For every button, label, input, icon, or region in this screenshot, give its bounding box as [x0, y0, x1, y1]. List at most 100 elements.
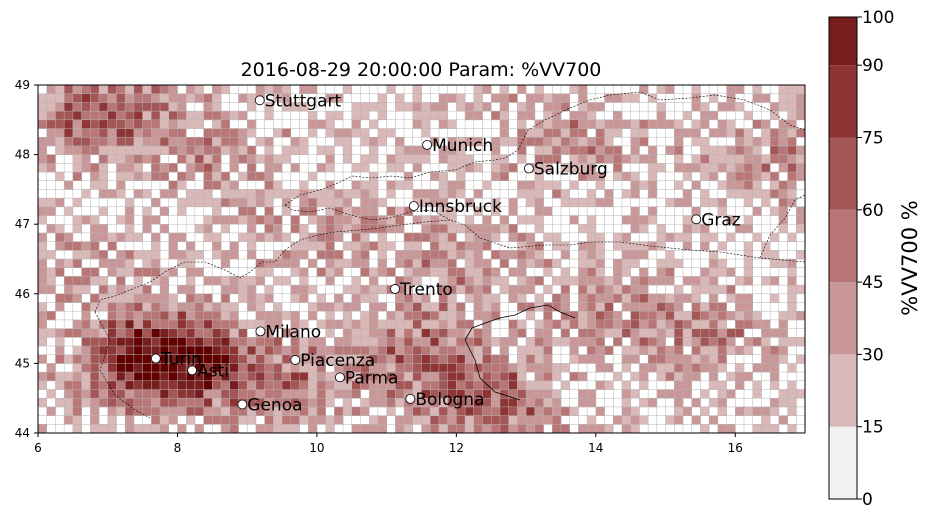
- grid-cell: [465, 389, 475, 399]
- grid-cell: [482, 311, 492, 321]
- grid-cell: [238, 93, 248, 103]
- grid-cell: [438, 93, 448, 103]
- grid-cell: [517, 267, 527, 277]
- grid-cell: [81, 189, 91, 199]
- grid-cell: [691, 137, 701, 147]
- grid-cell: [116, 267, 126, 277]
- grid-cell: [107, 102, 117, 112]
- grid-cell: [717, 206, 727, 216]
- grid-cell: [613, 172, 623, 181]
- grid-cell: [46, 389, 56, 399]
- grid-cell: [273, 415, 283, 425]
- grid-cell: [151, 363, 161, 373]
- grid-cell: [99, 154, 109, 164]
- grid-cell: [404, 389, 414, 399]
- grid-cell: [229, 354, 239, 364]
- grid-cell: [778, 354, 788, 364]
- grid-cell: [499, 102, 509, 112]
- grid-cell: [735, 311, 745, 321]
- grid-cell: [438, 285, 448, 295]
- grid-cell: [491, 311, 501, 321]
- grid-cell: [351, 241, 361, 251]
- country-borders: [94, 91, 805, 419]
- grid-cell: [264, 215, 274, 225]
- grid-cell: [778, 93, 788, 103]
- grid-cell: [587, 241, 597, 251]
- grid-cell: [404, 154, 414, 164]
- grid-cell: [491, 250, 501, 260]
- grid-cell: [491, 276, 501, 286]
- grid-cell: [107, 128, 117, 138]
- grid-cell: [404, 250, 414, 260]
- grid-cell: [534, 163, 544, 173]
- grid-cell: [221, 215, 231, 225]
- grid-cell: [247, 406, 257, 416]
- grid-cell: [543, 319, 553, 329]
- grid-cell: [142, 111, 152, 121]
- grid-line-set: [38, 85, 805, 433]
- grid-cell: [377, 224, 387, 234]
- grid-cell: [203, 154, 213, 164]
- grid-cell: [386, 224, 396, 234]
- grid-cell: [177, 319, 187, 329]
- grid-cell: [456, 346, 466, 355]
- grid-cell: [412, 163, 422, 173]
- grid-cell: [648, 145, 658, 155]
- grid-cell: [526, 363, 536, 373]
- grid-cell: [186, 319, 196, 329]
- grid-cell: [630, 172, 640, 181]
- grid-cell: [386, 337, 396, 347]
- grid-cell: [517, 145, 527, 155]
- grid-cell: [142, 224, 152, 234]
- grid-cell: [116, 346, 126, 355]
- grid-cell: [194, 93, 204, 103]
- grid-cell: [465, 415, 475, 425]
- grid-cell: [674, 137, 684, 147]
- grid-cell: [238, 389, 248, 399]
- grid-cell: [665, 267, 675, 277]
- grid-cell: [360, 102, 370, 112]
- grid-cell: [334, 259, 344, 268]
- grid-cell: [552, 319, 562, 329]
- grid-cell: [99, 372, 109, 382]
- grid-cell: [194, 328, 204, 338]
- grid-cell: [735, 346, 745, 355]
- grid-cell: [99, 189, 109, 199]
- grid-cell: [116, 232, 126, 242]
- grid-cell: [168, 163, 178, 173]
- grid-cell: [212, 346, 222, 355]
- grid-cell: [473, 163, 483, 173]
- grid-cell: [656, 119, 666, 129]
- grid-cell: [168, 189, 178, 199]
- grid-cell: [177, 111, 187, 121]
- grid-cell: [282, 346, 292, 355]
- grid-cell: [560, 198, 570, 208]
- grid-cell: [421, 250, 431, 260]
- grid-cell: [534, 319, 544, 329]
- grid-cell: [46, 85, 56, 94]
- grid-cell: [621, 302, 631, 312]
- grid-cell: [64, 180, 74, 190]
- grid-cell: [334, 293, 344, 303]
- grid-cell: [778, 398, 788, 408]
- grid-cell: [99, 128, 109, 138]
- grid-cell: [264, 198, 274, 208]
- grid-cell: [456, 163, 466, 173]
- grid-cell: [46, 224, 56, 234]
- grid-cell: [290, 363, 300, 373]
- grid-cell: [543, 93, 553, 103]
- grid-cell: [116, 363, 126, 373]
- grid-cell: [787, 285, 797, 295]
- grid-cell: [569, 337, 579, 347]
- grid-cell: [778, 128, 788, 138]
- grid-cell: [203, 363, 213, 373]
- grid-cell: [142, 102, 152, 112]
- grid-cell: [752, 85, 762, 94]
- grid-cell: [726, 232, 736, 242]
- grid-cell: [491, 293, 501, 303]
- grid-cell: [90, 180, 100, 190]
- grid-cell: [142, 85, 152, 94]
- grid-cell: [369, 346, 379, 355]
- grid-cell: [665, 363, 675, 373]
- grid-cell: [308, 311, 318, 321]
